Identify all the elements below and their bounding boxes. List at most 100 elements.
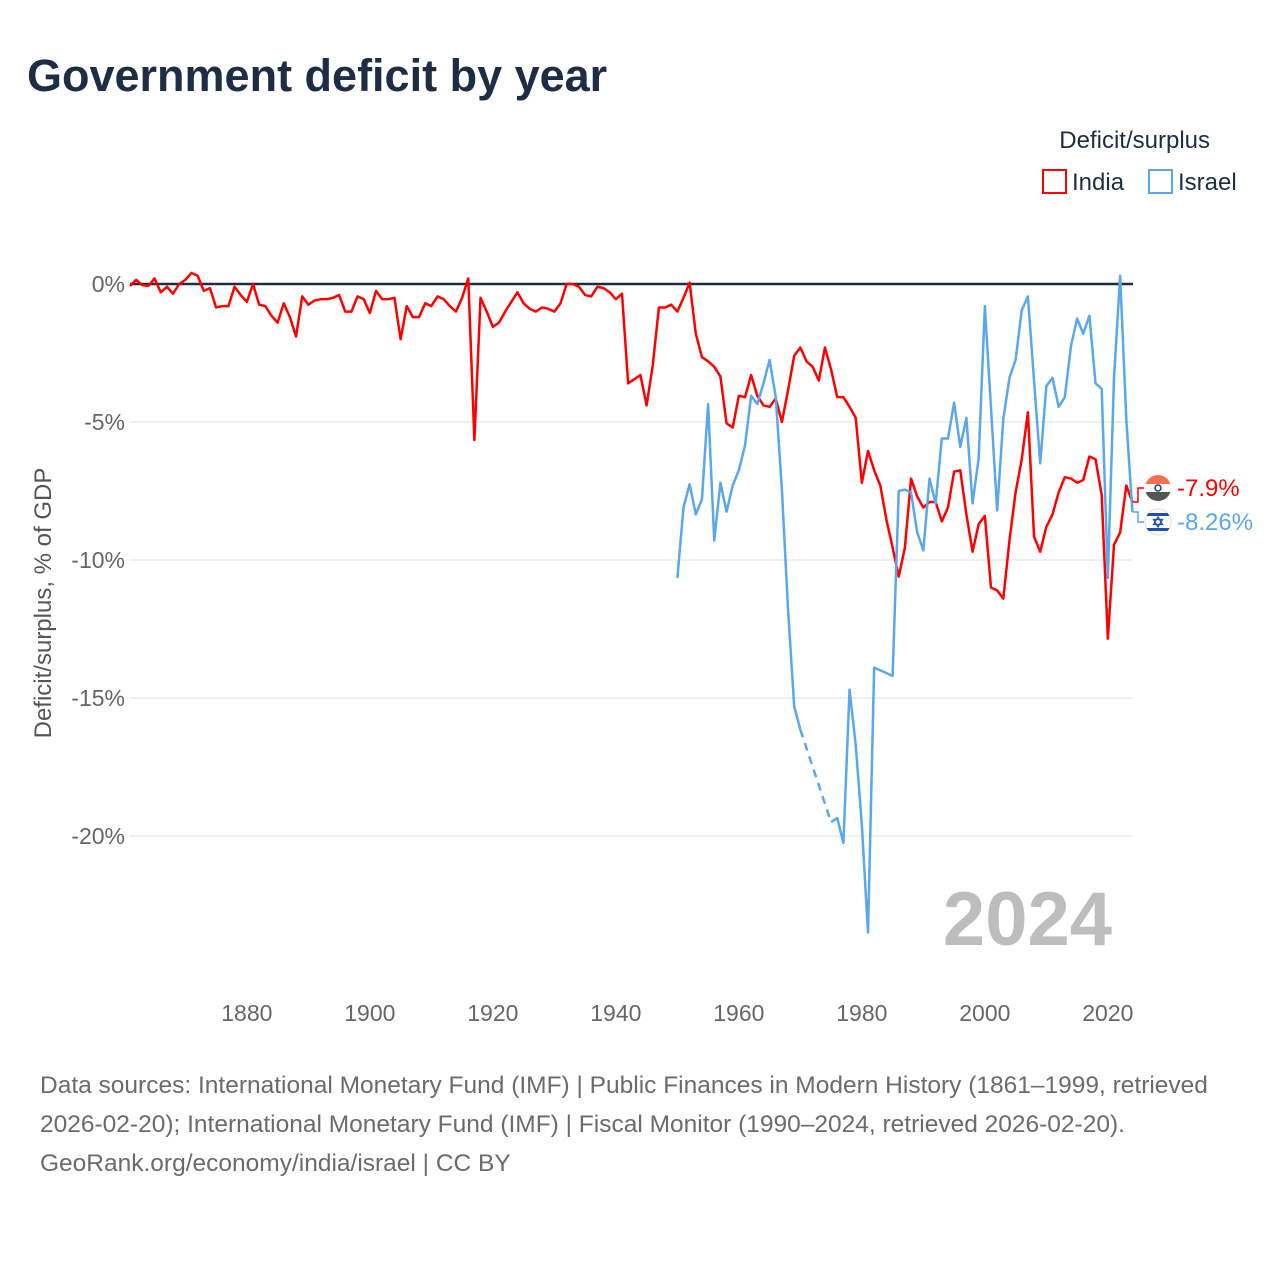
data-point[interactable]: [1006, 375, 1012, 381]
data-point[interactable]: [582, 292, 588, 298]
data-point[interactable]: [791, 703, 797, 709]
data-point[interactable]: [145, 283, 151, 289]
data-point[interactable]: [785, 387, 791, 393]
data-point[interactable]: [1050, 511, 1056, 517]
data-point[interactable]: [619, 291, 625, 297]
data-point[interactable]: [262, 303, 268, 309]
data-point[interactable]: [1080, 477, 1086, 483]
data-point[interactable]: [711, 364, 717, 370]
data-point[interactable]: [1086, 454, 1092, 460]
data-point[interactable]: [1043, 383, 1049, 389]
data-point[interactable]: [158, 289, 164, 295]
data-point[interactable]: [490, 324, 496, 330]
data-point[interactable]: [730, 482, 736, 488]
data-point[interactable]: [785, 607, 791, 613]
data-point[interactable]: [760, 402, 766, 408]
data-point[interactable]: [1099, 386, 1105, 392]
data-point[interactable]: [1093, 456, 1099, 462]
data-point[interactable]: [754, 401, 760, 407]
credit-link[interactable]: GeoRank.org/economy/india/israel | CC BY: [40, 1150, 511, 1177]
data-point[interactable]: [877, 667, 883, 673]
data-point[interactable]: [736, 393, 742, 399]
data-point[interactable]: [742, 442, 748, 448]
data-point[interactable]: [748, 393, 754, 399]
data-point[interactable]: [1086, 313, 1092, 319]
data-point[interactable]: [970, 500, 976, 506]
data-point[interactable]: [1068, 343, 1074, 349]
data-point[interactable]: [435, 293, 441, 299]
data-point[interactable]: [724, 420, 730, 426]
data-point[interactable]: [385, 296, 391, 302]
data-point[interactable]: [133, 277, 139, 283]
data-point[interactable]: [840, 394, 846, 400]
data-point[interactable]: [607, 289, 613, 295]
data-point[interactable]: [152, 275, 158, 281]
data-point[interactable]: [933, 500, 939, 506]
data-point[interactable]: [213, 304, 219, 310]
data-point[interactable]: [650, 362, 656, 368]
data-point[interactable]: [1031, 378, 1037, 384]
data-point[interactable]: [1117, 529, 1123, 535]
data-point[interactable]: [1000, 416, 1006, 422]
data-point[interactable]: [724, 509, 730, 515]
data-point[interactable]: [1025, 409, 1031, 415]
data-point[interactable]: [871, 665, 877, 671]
data-point[interactable]: [201, 288, 207, 294]
legend-item-israel[interactable]: Israel: [1148, 169, 1237, 196]
data-point[interactable]: [564, 281, 570, 287]
data-point[interactable]: [410, 314, 416, 320]
data-point[interactable]: [244, 299, 250, 305]
data-point[interactable]: [687, 481, 693, 487]
data-point[interactable]: [853, 415, 859, 421]
data-point[interactable]: [447, 303, 453, 309]
data-point[interactable]: [828, 819, 834, 825]
data-point[interactable]: [558, 300, 564, 306]
data-point[interactable]: [1123, 482, 1129, 488]
data-point[interactable]: [484, 309, 490, 315]
data-point[interactable]: [256, 302, 262, 308]
data-point[interactable]: [1025, 293, 1031, 299]
data-point[interactable]: [367, 310, 373, 316]
data-point[interactable]: [545, 306, 551, 312]
data-point[interactable]: [742, 394, 748, 400]
data-point[interactable]: [1056, 404, 1062, 410]
data-point[interactable]: [355, 293, 361, 299]
data-point[interactable]: [705, 401, 711, 407]
data-point[interactable]: [656, 304, 662, 310]
data-point[interactable]: [797, 344, 803, 350]
data-point[interactable]: [182, 277, 188, 283]
data-point[interactable]: [318, 296, 324, 302]
data-point[interactable]: [920, 547, 926, 553]
data-point[interactable]: [1037, 460, 1043, 466]
data-point[interactable]: [324, 296, 330, 302]
data-point[interactable]: [717, 373, 723, 379]
data-point[interactable]: [379, 296, 385, 302]
data-point[interactable]: [625, 380, 631, 386]
data-point[interactable]: [293, 333, 299, 339]
data-point[interactable]: [693, 511, 699, 517]
data-point[interactable]: [810, 364, 816, 370]
data-point[interactable]: [939, 436, 945, 442]
data-point[interactable]: [859, 480, 865, 486]
data-point[interactable]: [804, 358, 810, 364]
data-point[interactable]: [840, 840, 846, 846]
data-point[interactable]: [1031, 534, 1037, 540]
data-point[interactable]: [970, 549, 976, 555]
data-point[interactable]: [189, 270, 195, 276]
data-point[interactable]: [822, 344, 828, 350]
data-point[interactable]: [551, 309, 557, 315]
data-point[interactable]: [441, 296, 447, 302]
data-point[interactable]: [496, 320, 502, 326]
data-point[interactable]: [1117, 273, 1123, 279]
data-point[interactable]: [391, 295, 397, 301]
data-point[interactable]: [336, 292, 342, 298]
data-point[interactable]: [170, 291, 176, 297]
data-point[interactable]: [1068, 476, 1074, 482]
data-point[interactable]: [1043, 524, 1049, 530]
data-point[interactable]: [834, 815, 840, 821]
data-point[interactable]: [890, 545, 896, 551]
data-point[interactable]: [299, 293, 305, 299]
data-point[interactable]: [674, 575, 680, 581]
data-point[interactable]: [699, 354, 705, 360]
data-point[interactable]: [902, 545, 908, 551]
